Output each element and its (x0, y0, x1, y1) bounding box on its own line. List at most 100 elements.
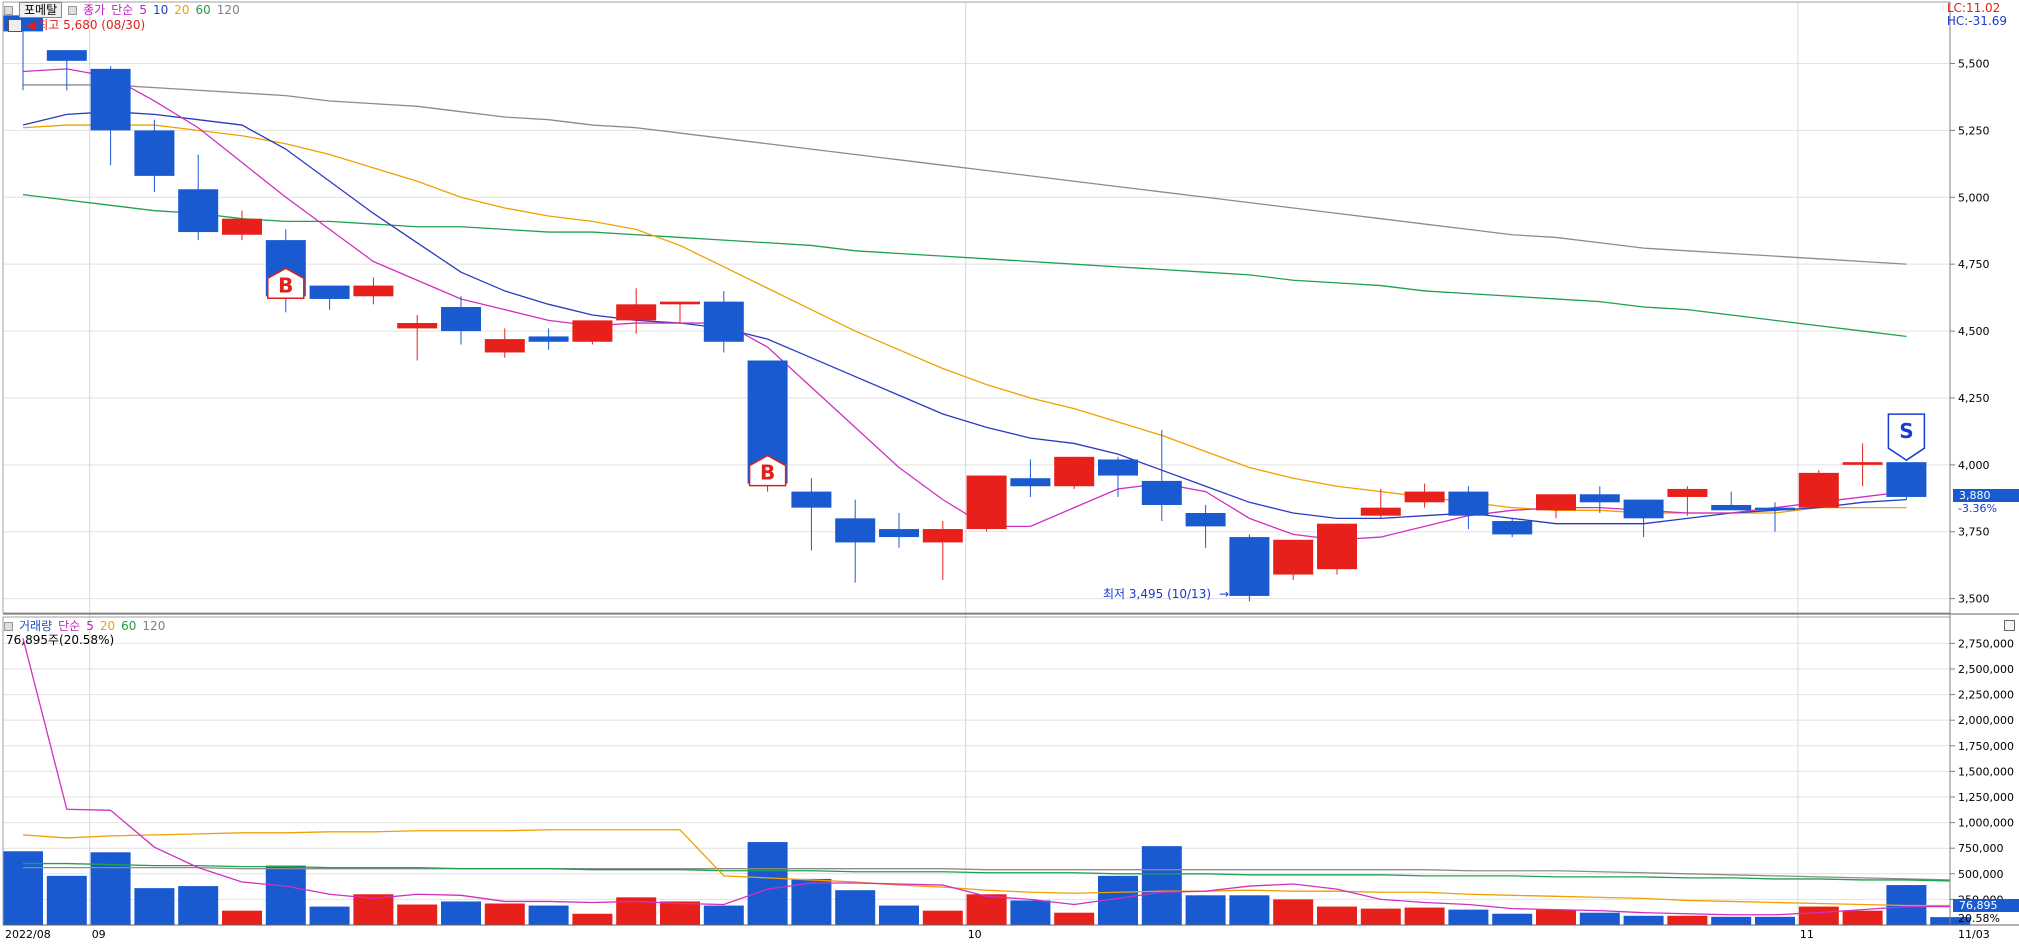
volume-legend-item[interactable]: 20 (99, 619, 116, 633)
volume-bar[interactable] (1536, 909, 1576, 925)
volume-bar[interactable] (3, 851, 43, 925)
volume-bar[interactable] (572, 913, 613, 925)
volume-bar[interactable] (528, 905, 569, 925)
volume-bar[interactable] (484, 903, 525, 925)
candle-body[interactable] (1448, 491, 1489, 516)
volume-bar[interactable] (660, 901, 700, 925)
volume-bar[interactable] (1360, 908, 1401, 925)
volume-legend-item[interactable]: 60 (121, 619, 137, 633)
candle-body[interactable] (134, 130, 175, 176)
volume-bar[interactable] (1010, 900, 1051, 925)
price-legend-item[interactable]: 10 (152, 3, 169, 17)
candle-body[interactable] (791, 491, 832, 508)
candle-body[interactable] (90, 68, 131, 131)
candle-body[interactable] (46, 50, 87, 61)
volume-bar[interactable] (1842, 910, 1883, 925)
volume-bar[interactable] (966, 894, 1007, 925)
volume-bar[interactable] (1273, 899, 1314, 925)
price-candles[interactable] (3, 15, 1927, 602)
candle-body[interactable] (1317, 523, 1357, 570)
candle-body[interactable] (1798, 472, 1839, 508)
volume-bar[interactable] (703, 905, 744, 925)
candle-body[interactable] (178, 189, 219, 233)
price-legend-item[interactable]: 120 (216, 3, 240, 17)
volume-bar[interactable] (265, 865, 306, 925)
candle-body[interactable] (1229, 537, 1270, 596)
price-legend-item[interactable]: 20 (174, 3, 190, 17)
candle-body[interactable] (616, 304, 657, 321)
volume-bar[interactable] (441, 901, 481, 925)
candle-body[interactable] (222, 218, 262, 235)
candle-body[interactable] (1404, 491, 1445, 503)
candle-body[interactable] (660, 301, 700, 305)
volume-legend-item[interactable]: 거래량 (19, 619, 53, 633)
candle-body[interactable] (1711, 504, 1752, 511)
volume-bar[interactable] (1798, 906, 1839, 925)
volume-bar[interactable] (1054, 912, 1095, 925)
candle-body[interactable] (484, 339, 525, 353)
volume-bar[interactable] (353, 894, 394, 925)
candle-body[interactable] (309, 285, 350, 299)
candle-body[interactable] (1623, 499, 1664, 519)
candle-body[interactable] (879, 529, 919, 538)
candle-body[interactable] (572, 320, 613, 342)
candle-body[interactable] (1492, 521, 1533, 535)
volume-bar[interactable] (1185, 895, 1226, 925)
volume-bar[interactable] (178, 886, 219, 925)
candle-body[interactable] (835, 518, 876, 543)
candle-body[interactable] (353, 285, 394, 297)
price-legend-item[interactable]: 60 (195, 3, 211, 17)
volume-bar[interactable] (879, 905, 919, 925)
volume-bar[interactable] (1229, 895, 1270, 925)
candle-body[interactable] (1360, 507, 1401, 516)
candle-body[interactable] (1273, 539, 1314, 575)
volume-bar[interactable] (1448, 909, 1489, 925)
volume-bar[interactable] (397, 904, 438, 925)
volume-bar[interactable] (90, 852, 131, 925)
candle-body[interactable] (1010, 478, 1051, 487)
candle-body[interactable] (1098, 459, 1138, 476)
candle-body[interactable] (397, 323, 438, 329)
volume-legend-item[interactable]: 단순 (58, 619, 81, 633)
panel-collapse-icon[interactable] (2004, 620, 2015, 631)
candle-body[interactable] (1141, 480, 1182, 505)
volume-bar[interactable] (922, 910, 963, 925)
price-legend-item[interactable]: 단순 (111, 3, 134, 17)
volume-bar[interactable] (222, 910, 262, 925)
volume-bar[interactable] (1492, 913, 1533, 925)
volume-bar[interactable] (309, 906, 350, 925)
candle-body[interactable] (528, 336, 569, 342)
candle-body[interactable] (1579, 494, 1620, 503)
volume-bar[interactable] (791, 878, 832, 925)
volume-bar[interactable] (1579, 912, 1620, 925)
candle-body[interactable] (1536, 494, 1576, 511)
volume-bar[interactable] (134, 888, 175, 925)
volume-legend-item[interactable]: 5 (86, 619, 94, 633)
candle-body[interactable] (1667, 488, 1708, 497)
ticker-button[interactable]: 포메탈 (19, 2, 63, 18)
volume-bar[interactable] (1711, 916, 1752, 925)
volume-bar[interactable] (1404, 907, 1445, 925)
volume-bar[interactable] (747, 842, 788, 925)
volume-bar[interactable] (46, 875, 87, 925)
candle-body[interactable] (1185, 513, 1226, 527)
price-legend-item[interactable]: 5 (139, 3, 147, 17)
candle-body[interactable] (966, 475, 1007, 530)
volume-bar[interactable] (1141, 846, 1182, 925)
volume-bar[interactable] (1755, 916, 1795, 925)
candle-body[interactable] (922, 529, 963, 543)
volume-bar[interactable] (835, 890, 876, 925)
volume-legend-item[interactable]: 120 (142, 619, 166, 633)
price-legend-item[interactable]: 종가 (83, 3, 106, 17)
volume-bar[interactable] (1667, 915, 1708, 925)
candle-body[interactable] (1054, 456, 1095, 487)
candle-body[interactable] (703, 301, 744, 342)
volume-bar[interactable] (1317, 906, 1357, 925)
table-icon[interactable] (8, 19, 22, 32)
candle-body[interactable] (1755, 507, 1795, 511)
candle-body[interactable] (1842, 462, 1883, 465)
candle-body[interactable] (441, 306, 481, 332)
collapse-icon[interactable] (4, 6, 13, 15)
candle-body[interactable] (1886, 462, 1927, 497)
